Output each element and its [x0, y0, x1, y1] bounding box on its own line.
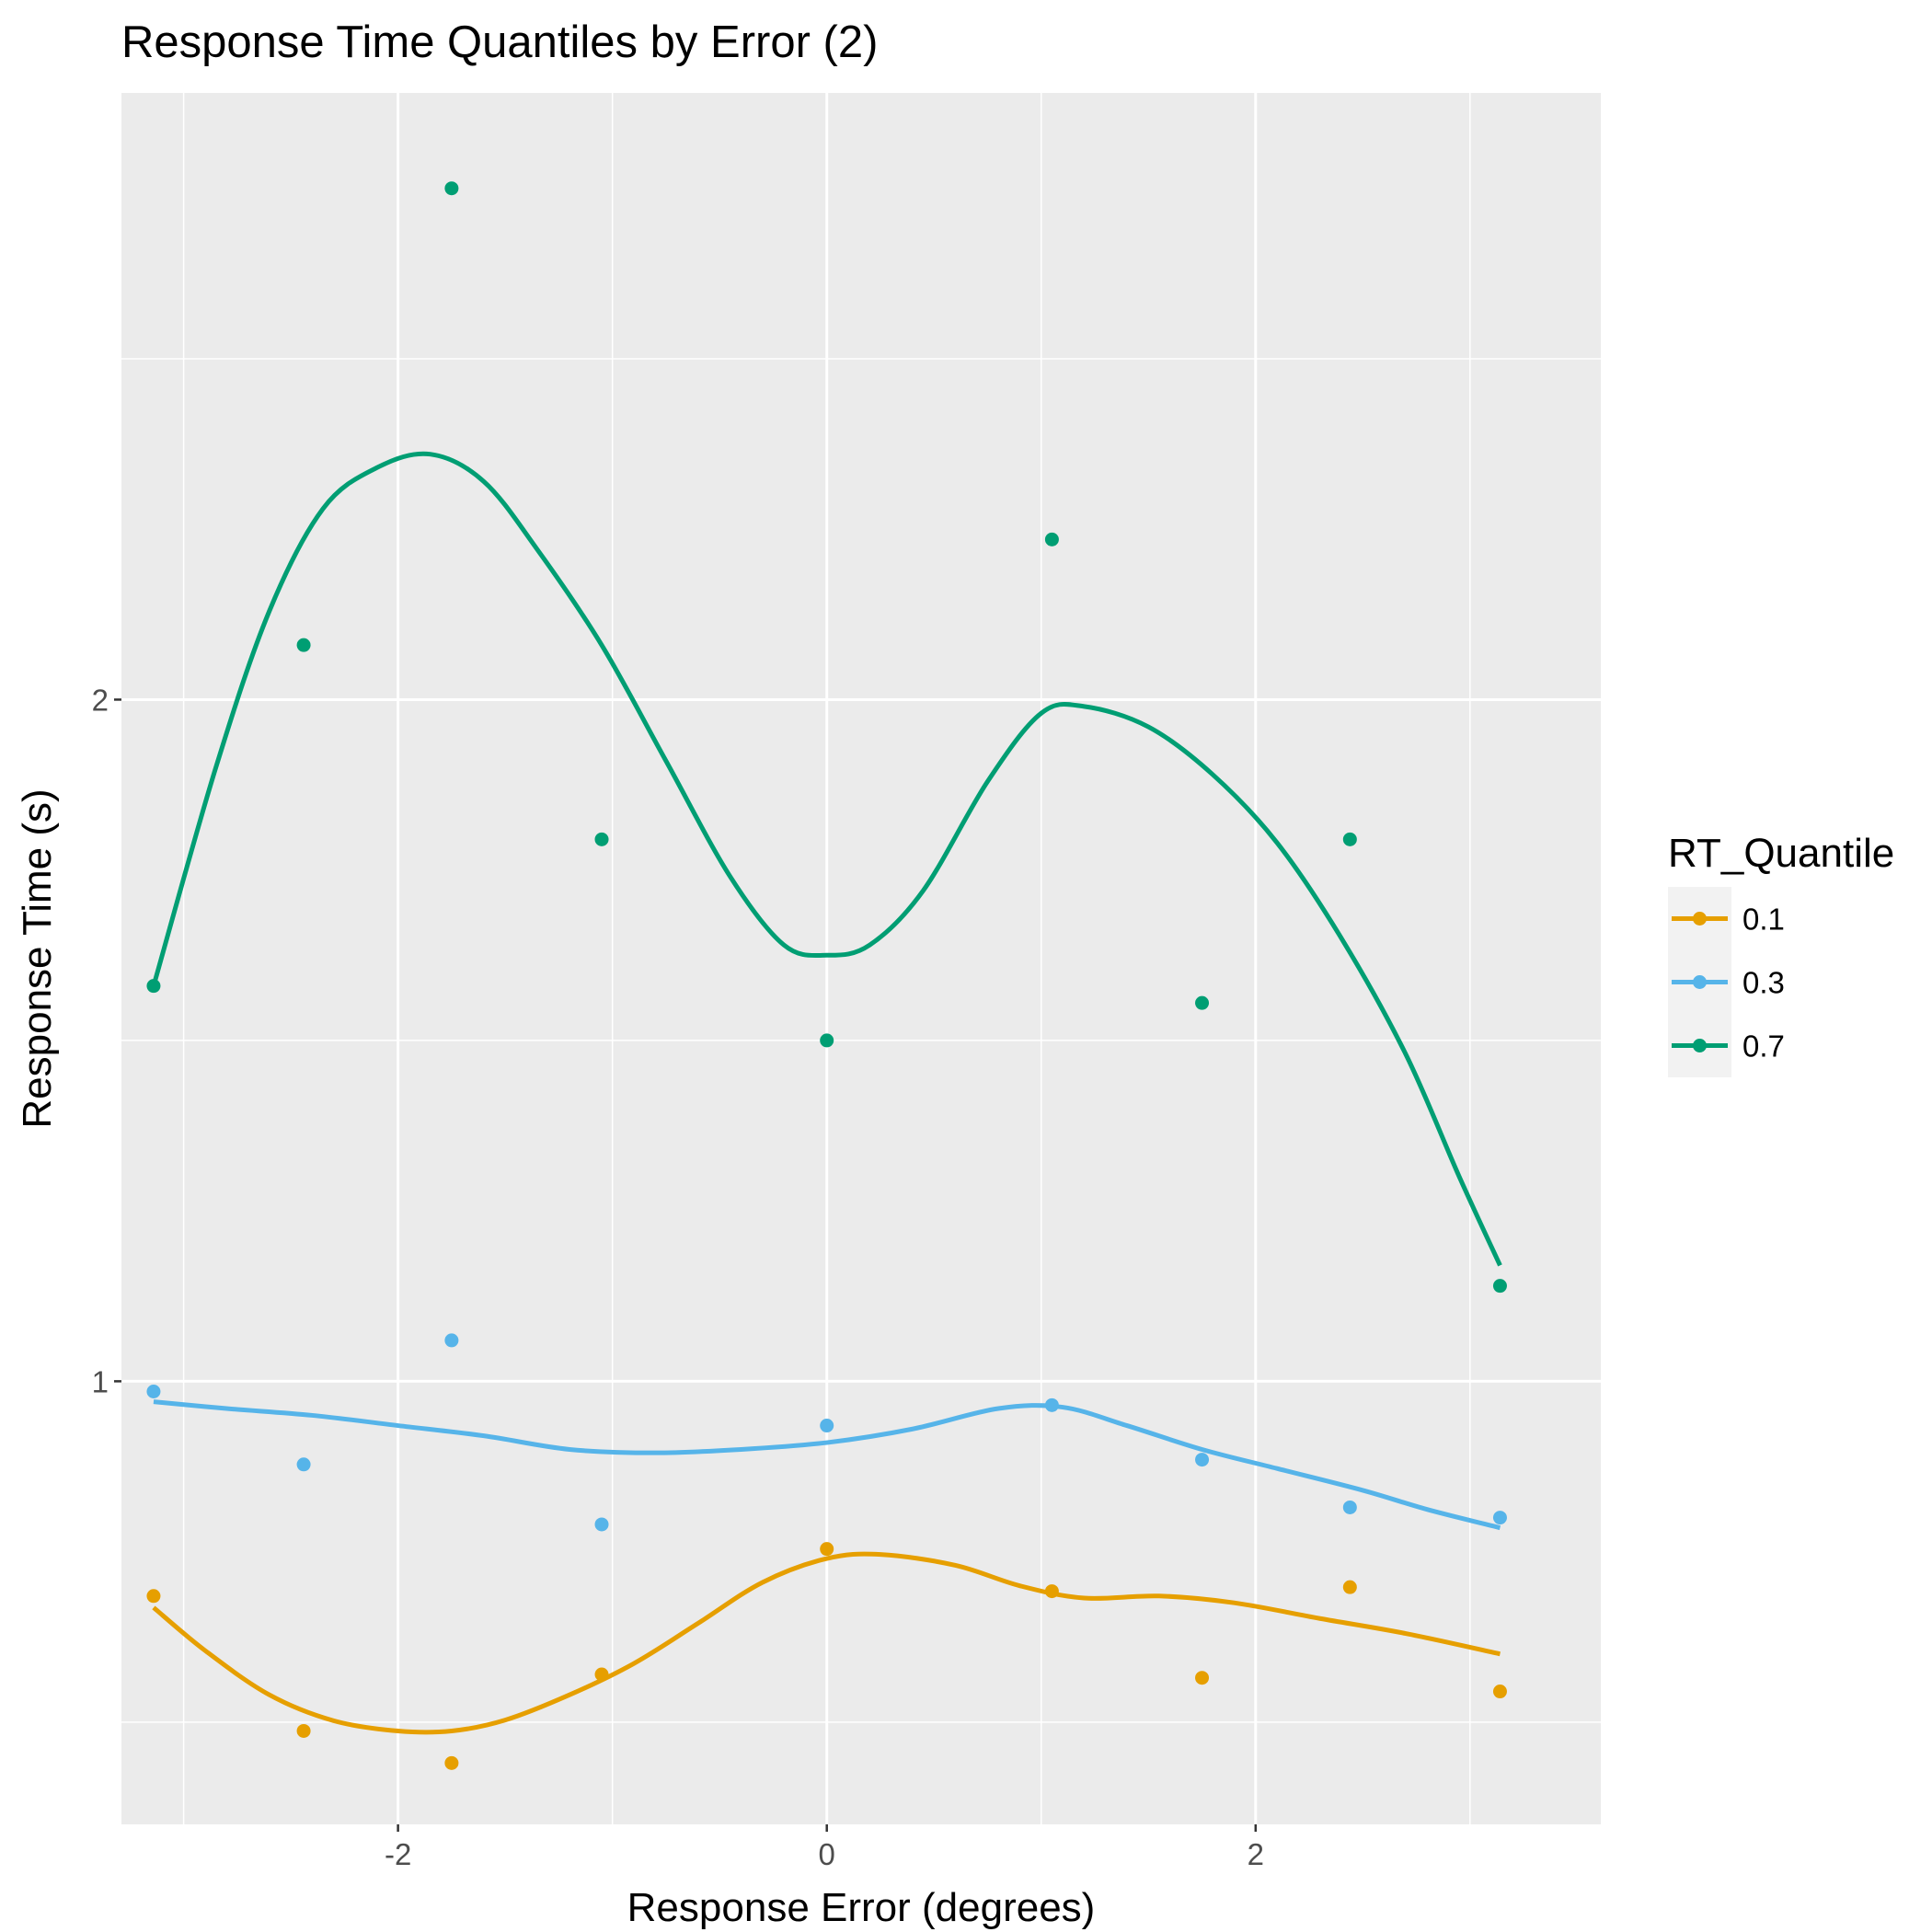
data-point-0.3	[594, 1517, 609, 1532]
legend-key-point	[1693, 975, 1707, 989]
smooth-line-0.1	[152, 1551, 1501, 1735]
legend-label: 0.7	[1742, 1029, 1785, 1064]
legend-label: 0.3	[1742, 966, 1785, 1000]
chart-title: Response Time Quantiles by Error (2)	[121, 17, 878, 67]
legend-key-point	[1693, 912, 1707, 926]
x-axis-title: Response Error (degrees)	[627, 1885, 1096, 1930]
data-point-0.1	[444, 1755, 459, 1770]
data-point-0.7	[820, 1033, 834, 1048]
data-point-0.7	[296, 638, 311, 652]
data-point-0.7	[1195, 995, 1210, 1010]
x-tick-label: 2	[1248, 1837, 1264, 1871]
data-point-0.3	[820, 1419, 834, 1433]
data-point-0.3	[1044, 1397, 1059, 1412]
grid-major	[121, 93, 1601, 1824]
data-point-0.1	[146, 1589, 161, 1604]
data-point-0.7	[1044, 532, 1059, 546]
data-point-0.7	[444, 181, 459, 196]
smooth-line-0.3	[153, 1399, 1501, 1531]
data-point-0.3	[444, 1333, 459, 1348]
data-point-0.3	[296, 1457, 311, 1472]
y-tick-label: 2	[92, 683, 109, 717]
plot-panel	[121, 93, 1601, 1824]
x-tick-label: -2	[385, 1837, 411, 1871]
data-point-0.1	[1492, 1685, 1507, 1699]
data-point-0.1	[1195, 1671, 1210, 1685]
data-point-0.3	[1195, 1453, 1210, 1467]
data-point-0.7	[146, 979, 161, 994]
data-points	[146, 181, 1507, 1770]
y-axis: 12	[92, 683, 121, 1398]
x-axis: -2 0 2	[385, 1824, 1264, 1871]
data-point-0.1	[296, 1723, 311, 1738]
legend-key-point	[1693, 1039, 1707, 1052]
smooth-lines	[151, 451, 1502, 1735]
legend-title: RT_Quantile	[1668, 831, 1894, 876]
legend: RT_Quantile 0.1 0.3 0.7	[1668, 831, 1894, 1077]
y-tick-label: 1	[92, 1364, 109, 1398]
smooth-line-0.7	[151, 451, 1502, 1267]
data-point-0.1	[594, 1667, 609, 1682]
y-axis-title: Response Time (s)	[15, 788, 60, 1128]
data-point-0.1	[1342, 1580, 1357, 1594]
data-point-0.3	[1492, 1511, 1507, 1525]
data-point-0.7	[1492, 1279, 1507, 1294]
data-point-0.7	[1342, 832, 1357, 846]
data-point-0.1	[820, 1542, 834, 1557]
legend-label: 0.1	[1742, 903, 1785, 937]
data-point-0.7	[594, 832, 609, 846]
data-point-0.3	[146, 1385, 161, 1398]
data-point-0.3	[1342, 1500, 1357, 1514]
x-tick-label: 0	[819, 1837, 835, 1871]
data-point-0.1	[1044, 1584, 1059, 1599]
grid-minor	[121, 93, 1601, 1824]
